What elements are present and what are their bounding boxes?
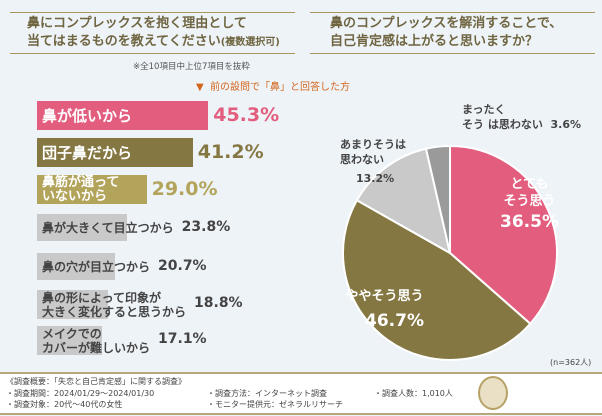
pie-slice [342, 198, 532, 361]
bar-label: 団子鼻だから [42, 143, 133, 162]
left-title: 鼻にコンプレックスを抱く理由として 当てはまるものを教えてください(複数選択可) [27, 16, 280, 49]
footer-rule-bottom [0, 413, 602, 415]
pie-label-2: あまりそうは 思わない 13.2% [340, 138, 406, 185]
pie-label-0: とても そう思う 36.5% [500, 177, 559, 232]
bar: 団子鼻だから [37, 138, 193, 167]
pie-slice [355, 147, 452, 255]
bar: 鼻が低いから [37, 101, 209, 130]
bar-value: 20.7% [158, 258, 207, 274]
note: ※全10項目中上位7項目を抜粋 [133, 62, 250, 72]
bar-value: 17.1% [158, 331, 207, 347]
right-title: 鼻のコンプレックスを解消することで、 自己肯定感は上がると思いますか？ [330, 16, 563, 49]
filter-note: ▼ 前の設問で「鼻」と回答した方 [196, 82, 351, 93]
pie-slice [449, 144, 558, 326]
pie-slice [424, 144, 451, 254]
footer-rule-top [0, 372, 602, 374]
footer-heading: 《調査概要：「失恋と自己肯定感」に関する調査》 [6, 377, 186, 386]
footer-method: ・調査方法：インターネット調査 [207, 389, 327, 398]
bar-label: 鼻筋が通って いないから [42, 174, 120, 204]
footer-target: ・調査対象：20代～40代の女性 [6, 400, 123, 409]
bar-label: メイクでの カバーが難しいから [42, 326, 151, 355]
footer-provider: ・モニター提供元：ゼネラルリサーチ [207, 400, 343, 409]
right-title-rule-bottom [310, 53, 595, 54]
footer-period: ・調査期間：2024/01/29～2024/01/30 [6, 389, 155, 398]
pie-label-3: まったく そう は思わない 3.6% [462, 103, 582, 131]
bar: 鼻筋が通って いないから [37, 175, 147, 204]
bar-value: 18.8% [194, 295, 243, 311]
bar: 鼻が大きくて目立つから [37, 214, 174, 241]
logo-emblem [478, 376, 508, 410]
title-rule-top [10, 12, 295, 13]
triangle-down-icon: ▼ [196, 82, 204, 93]
pie-label-1: ややそう思う 46.7% [345, 289, 424, 331]
bar-label: 鼻の形によって印象が 大きく変化すると思うから [42, 290, 187, 319]
bar-label: 鼻が低いから [42, 106, 133, 125]
bar-label: 鼻が大きくて目立つから [42, 220, 174, 235]
bar: メイクでの カバーが難しいから [37, 326, 150, 355]
title-rule-bottom [10, 53, 295, 54]
bar-value: 29.0% [151, 178, 218, 200]
bar-label: 鼻の穴が目立つから [42, 259, 151, 274]
bar: 鼻の穴が目立つから [37, 253, 150, 280]
sample-size: (n=362人) [550, 358, 592, 367]
bar-value: 23.8% [181, 219, 231, 235]
bar-value: 41.2% [197, 141, 264, 163]
bar: 鼻の形によって印象が 大きく変化すると思うから [37, 290, 186, 319]
right-title-rule-top [310, 12, 595, 13]
footer-count: ・調査人数：1,010人 [374, 389, 453, 398]
bar-value: 45.3% [213, 104, 280, 126]
